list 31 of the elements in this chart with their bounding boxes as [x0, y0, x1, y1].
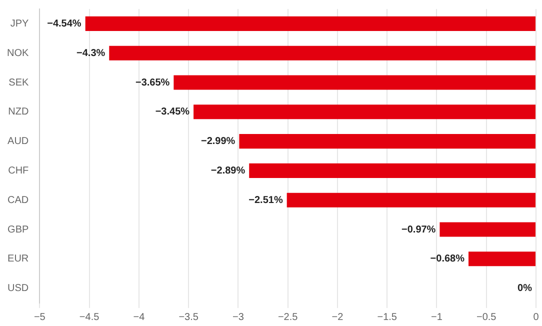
data-label: −2.89% [210, 165, 246, 176]
x-tick-label: −1 [431, 312, 443, 323]
y-tick-label: CAD [8, 194, 29, 206]
y-tick-label: GBP [8, 224, 29, 236]
data-label: −3.65% [135, 77, 170, 88]
x-tick-label: −5 [34, 312, 46, 323]
y-tick-label: NZD [8, 106, 29, 118]
y-tick-label: SEK [8, 77, 29, 88]
data-label: −4.3% [76, 48, 106, 59]
data-label: −2.99% [200, 136, 236, 148]
y-tick-label: USD [8, 283, 29, 294]
y-tick-label: AUD [8, 136, 29, 148]
y-tick-label: NOK [7, 48, 29, 59]
data-label: −4.54% [47, 18, 82, 30]
x-tick-label: −1.5 [377, 312, 398, 323]
x-tick-label: 0 [533, 312, 540, 323]
y-tick-label: JPY [10, 18, 29, 30]
data-label: −0.68% [430, 254, 465, 265]
x-tick-label: −0.5 [476, 312, 497, 323]
data-label: 0% [518, 283, 532, 294]
x-tick-label: −2.5 [278, 312, 298, 323]
x-tick-label: −4.5 [79, 312, 100, 323]
x-tick-label: −3 [232, 312, 244, 323]
y-tick-label: EUR [8, 254, 29, 265]
x-tick-label: −4 [133, 312, 146, 323]
data-label: −3.45% [155, 106, 190, 118]
x-tick-label: −3.5 [178, 312, 199, 323]
data-label: −2.51% [248, 194, 283, 206]
x-tick-label: −2 [332, 312, 344, 323]
y-tick-label: CHF [8, 165, 29, 176]
data-label: −0.97% [402, 224, 436, 236]
